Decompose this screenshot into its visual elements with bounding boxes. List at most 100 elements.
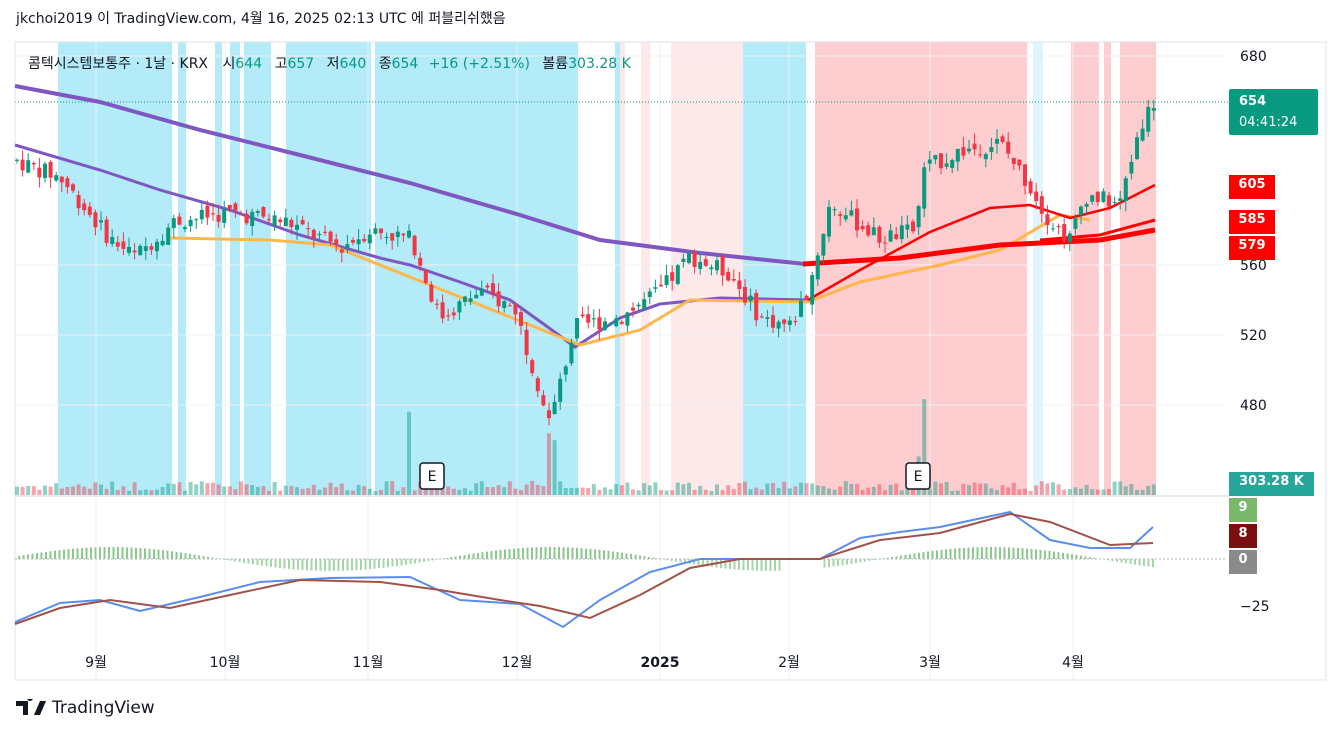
macd-histogram-bar <box>675 559 677 562</box>
macd-histogram-bar <box>121 547 124 559</box>
volume-bar <box>87 488 92 495</box>
volume-bar <box>227 486 232 495</box>
volume-bar <box>681 484 686 495</box>
macd-histogram-bar <box>558 547 560 559</box>
candle-body <box>127 246 131 253</box>
candle-body <box>491 283 495 295</box>
volume-bar <box>591 484 596 495</box>
volume-bar <box>127 490 131 495</box>
ma-red-mid <box>1039 218 1156 242</box>
volume-bar <box>1084 485 1089 495</box>
volume-bar <box>149 490 154 495</box>
macd-histogram-bar <box>490 551 493 559</box>
macd-histogram-bar <box>891 557 893 559</box>
volume-bar <box>1011 482 1016 495</box>
macd-histogram-bar <box>459 555 461 559</box>
volume-bar <box>479 481 484 495</box>
volume-bar <box>328 482 333 495</box>
candle-body <box>194 219 199 221</box>
macd-histogram-bar <box>22 555 25 559</box>
legend-high-label: 고 <box>274 56 288 72</box>
macd-histogram-bar <box>112 547 115 559</box>
macd-histogram-bar <box>1125 559 1127 564</box>
volume-bar <box>871 486 876 495</box>
macd-histogram-bar <box>76 548 79 559</box>
osc-tag-2: 8 <box>1229 524 1257 548</box>
tradingview-logo[interactable]: TradingView <box>16 698 155 718</box>
macd-histogram-bar <box>427 559 430 562</box>
volume-bar <box>905 487 910 495</box>
candle-body <box>821 233 826 256</box>
macd-histogram-bar <box>931 550 934 559</box>
candle-body <box>793 321 798 323</box>
macd-histogram-bar <box>225 559 227 560</box>
candle-body <box>659 284 663 287</box>
macd-histogram-bar <box>927 551 929 559</box>
candle-body <box>765 317 770 319</box>
volume-bar <box>306 488 311 495</box>
candle-body <box>43 163 47 178</box>
volume-bar <box>989 488 994 495</box>
macd-histogram-bar <box>396 559 398 567</box>
candle-body <box>804 295 809 300</box>
volume-bar <box>715 484 719 495</box>
candle-body <box>855 208 859 231</box>
macd-histogram-bar <box>333 559 335 571</box>
volume-bar <box>530 481 535 495</box>
volume-bar <box>1151 484 1156 495</box>
candle-body <box>1101 191 1106 202</box>
macd-histogram-bar <box>157 549 160 559</box>
candle-body <box>1140 128 1145 141</box>
volume-bar <box>407 411 411 495</box>
volume-bar <box>659 490 663 495</box>
macd-histogram-bar <box>832 559 835 567</box>
volume-bar <box>1062 489 1067 495</box>
candle-body <box>726 272 731 281</box>
macd-histogram-bar <box>648 556 650 559</box>
macd-histogram-bar <box>288 559 290 569</box>
volume-bar <box>642 483 647 495</box>
volume-bar <box>625 482 630 495</box>
volume-bar <box>1006 487 1011 495</box>
candle-body <box>395 231 400 238</box>
earnings-marker-label: E <box>914 469 923 485</box>
candle-body <box>782 319 787 324</box>
volume-bar <box>1067 489 1072 495</box>
background-band <box>620 42 625 495</box>
macd-histogram-bar <box>918 552 920 559</box>
candle-body <box>883 242 887 244</box>
macd-histogram-bar <box>702 559 704 566</box>
macd-histogram-bar <box>234 559 236 562</box>
candle-body <box>463 296 467 302</box>
candle-body <box>754 292 759 321</box>
macd-histogram-bar <box>135 547 137 559</box>
candle-body <box>1112 201 1117 203</box>
legend-high: 657 <box>287 56 315 72</box>
volume-bar <box>575 487 579 495</box>
volume-bar <box>1017 489 1022 495</box>
volume-bar <box>726 485 731 495</box>
volume-bar <box>1056 484 1061 495</box>
candle-body <box>76 195 81 209</box>
candle-body <box>1151 108 1156 111</box>
volume-bar <box>496 485 501 495</box>
volume-bar <box>446 486 451 495</box>
volume-bar <box>82 486 87 495</box>
macd-histogram-bar <box>1107 559 1109 561</box>
candle-body <box>810 275 815 305</box>
candle-body <box>435 303 439 305</box>
macd-histogram-bar <box>18 555 20 559</box>
candle-body <box>687 253 691 263</box>
candle-body <box>1079 206 1083 215</box>
candle-body <box>558 378 563 402</box>
candle-body <box>82 203 87 211</box>
macd-histogram-bar <box>873 559 875 561</box>
volume-bar <box>429 486 434 495</box>
volume-bars <box>15 399 1156 495</box>
candle-body <box>93 212 98 228</box>
price-tag-last: 654 04:41:24 <box>1229 89 1318 135</box>
volume-bar <box>687 482 691 495</box>
candle-body <box>871 227 876 236</box>
candle-body <box>429 284 434 302</box>
